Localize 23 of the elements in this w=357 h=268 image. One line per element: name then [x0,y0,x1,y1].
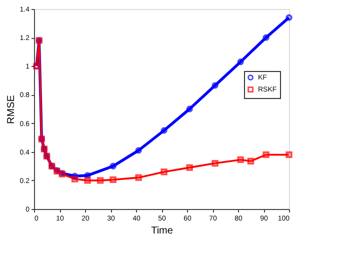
point [135,174,142,181]
point [110,176,116,184]
point [212,160,218,167]
point [135,147,142,154]
point [212,82,218,89]
point [262,34,270,41]
x-axis-title: Time [151,226,174,236]
point [71,176,78,182]
point [247,158,254,164]
point [96,177,104,184]
point [286,151,292,158]
point [186,106,193,112]
point [237,58,244,66]
point [262,151,270,158]
point [186,164,193,171]
point [237,156,244,164]
point [84,177,91,184]
point [84,172,91,179]
y-axis-title: RMSE [6,94,17,124]
point [160,127,168,134]
point [160,168,168,176]
point [71,172,78,180]
point [110,162,116,170]
